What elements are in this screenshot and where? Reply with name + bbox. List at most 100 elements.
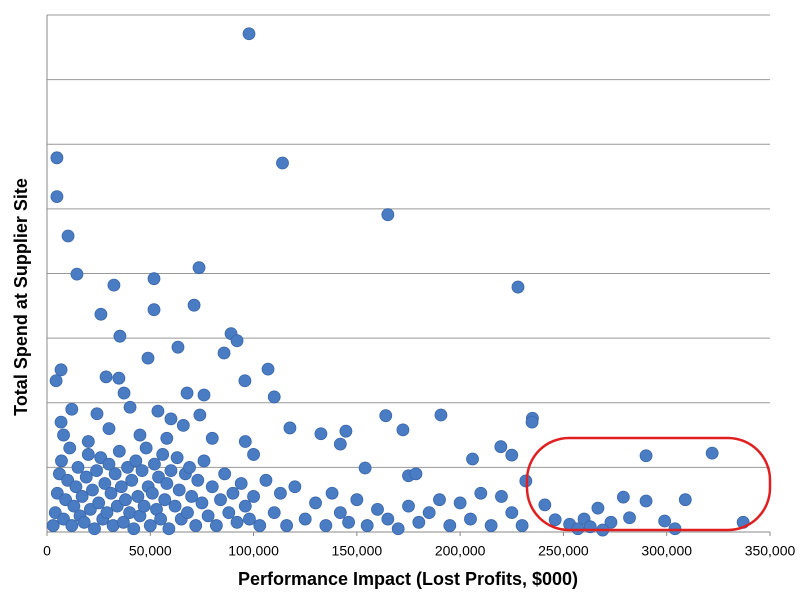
point [396, 423, 410, 437]
point [113, 329, 127, 343]
point [160, 477, 174, 490]
point [214, 493, 227, 507]
point [402, 499, 415, 513]
point [65, 402, 79, 416]
point [112, 444, 126, 458]
point [131, 490, 145, 503]
point [135, 464, 149, 478]
point [133, 428, 147, 442]
point [137, 499, 151, 513]
point [591, 501, 605, 515]
point [314, 427, 328, 441]
point [243, 512, 256, 526]
point [148, 457, 161, 471]
point [238, 499, 252, 513]
point [92, 496, 106, 510]
point [94, 307, 108, 321]
point [658, 514, 672, 528]
point [50, 151, 64, 165]
point [259, 473, 273, 487]
point [538, 498, 552, 512]
point [88, 522, 101, 536]
point [515, 519, 529, 532]
point [234, 477, 248, 490]
x-tick-label: 300,000 [641, 543, 692, 559]
point [102, 457, 116, 471]
point [108, 467, 122, 481]
point [191, 473, 205, 487]
point [342, 515, 355, 529]
point [319, 519, 333, 532]
point [187, 298, 201, 312]
point [267, 390, 281, 404]
point [276, 156, 289, 170]
point [147, 272, 161, 286]
point [247, 490, 260, 503]
point [309, 496, 322, 510]
point [197, 454, 211, 468]
point [55, 454, 68, 468]
point [69, 480, 83, 494]
point [49, 374, 63, 388]
point [484, 519, 498, 532]
point [119, 493, 132, 507]
point [156, 448, 170, 461]
point [422, 506, 436, 520]
point [261, 362, 275, 376]
point [525, 415, 539, 429]
point [170, 451, 184, 465]
x-axis-title: Performance Impact (Lost Profits, $000) [238, 569, 578, 589]
x-tick-label: 200,000 [435, 543, 486, 559]
point [242, 27, 256, 41]
point [511, 280, 525, 294]
point [154, 512, 168, 526]
point [197, 388, 211, 402]
point [433, 493, 446, 507]
point [81, 448, 95, 461]
point [253, 519, 267, 532]
point [298, 512, 312, 526]
point [639, 494, 653, 508]
x-tick-label: 50,000 [129, 543, 172, 559]
point [371, 502, 384, 516]
point [141, 351, 155, 365]
point [139, 441, 153, 455]
point [164, 412, 178, 426]
point [474, 486, 488, 500]
point [75, 490, 89, 503]
x-tick-label: 150,000 [332, 543, 383, 559]
point [46, 519, 60, 532]
point [238, 435, 252, 448]
point [54, 415, 68, 429]
point [325, 486, 339, 500]
point [192, 261, 206, 275]
x-tick-label: 0 [43, 543, 51, 559]
point [168, 499, 182, 513]
point [61, 229, 75, 243]
point [104, 486, 118, 500]
x-tick-label: 250,000 [538, 543, 589, 559]
point [280, 519, 294, 532]
point [158, 493, 172, 507]
point [57, 428, 70, 442]
point [218, 467, 232, 481]
point [70, 267, 84, 281]
point [274, 486, 287, 500]
point [86, 483, 99, 497]
point [205, 431, 219, 445]
point [77, 515, 91, 529]
point [90, 464, 103, 478]
point [391, 522, 405, 536]
point [143, 519, 157, 532]
point [238, 374, 252, 388]
point [333, 437, 347, 451]
point [90, 407, 104, 421]
point [67, 499, 81, 513]
point [616, 490, 630, 504]
point [79, 470, 93, 484]
point [117, 515, 130, 529]
point [172, 483, 186, 497]
point [283, 421, 297, 435]
point [226, 486, 240, 500]
